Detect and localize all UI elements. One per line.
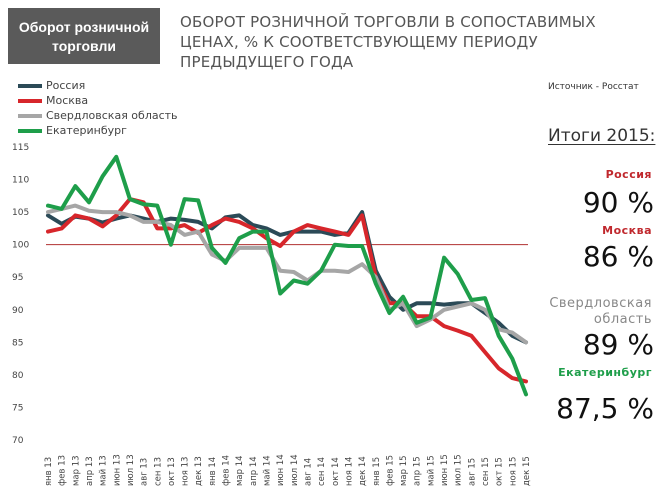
x-tick-label: сен 15 <box>481 457 491 486</box>
y-tick-label: 115 <box>12 143 29 153</box>
x-tick-label: авг 14 <box>303 458 313 486</box>
chart-title: ОБОРОТ РОЗНИЧНОЙ ТОРГОВЛИ В СОПОСТАВИМЫХ… <box>180 12 620 72</box>
legend-item-russia: Россия <box>18 78 178 93</box>
x-tick-label: янв 15 <box>372 457 382 486</box>
y-tick-label: 85 <box>12 338 23 348</box>
x-tick-label: мар 15 <box>399 455 409 486</box>
series-line-0 <box>46 210 528 345</box>
x-tick-label: май 15 <box>426 455 436 486</box>
legend-label: Свердловская область <box>46 109 178 122</box>
x-tick-label: мар 14 <box>235 455 245 486</box>
summary-label-russia: Россия <box>605 168 652 181</box>
y-tick-label: 100 <box>12 241 29 251</box>
title-line-2: ЦЕНАХ, % К СООТВЕТСТВУЮЩЕМУ ПЕРИОДУ <box>180 33 538 51</box>
x-tick-label: дек 14 <box>358 456 368 486</box>
x-tick-label: янв 13 <box>44 457 54 486</box>
y-tick-label: 70 <box>12 436 24 446</box>
legend-swatch <box>18 83 42 88</box>
x-tick-label: фев 15 <box>385 455 395 486</box>
x-tick-label: сен 13 <box>153 457 163 486</box>
x-tick-label: ноя 14 <box>344 457 354 486</box>
x-tick-label: ноя 13 <box>181 457 191 486</box>
source-note: Источник - Росстат <box>548 82 639 92</box>
y-tick-label: 80 <box>12 371 24 381</box>
x-tick-label: окт 13 <box>167 457 177 486</box>
legend-label: Екатеринбург <box>46 124 127 137</box>
y-tick-label: 105 <box>12 208 29 218</box>
x-tick-label: окт 14 <box>331 457 341 486</box>
badge-line-1: Оборот розничной <box>18 19 150 35</box>
x-tick-label: июл 14 <box>290 454 300 486</box>
title-line-1: ОБОРОТ РОЗНИЧНОЙ ТОРГОВЛИ В СОПОСТАВИМЫХ <box>180 13 596 31</box>
series-line-1 <box>46 197 528 384</box>
legend-item-yekaterinburg: Екатеринбург <box>18 123 178 138</box>
x-tick-label: авг 15 <box>467 458 477 486</box>
x-tick-label: июл 13 <box>126 454 136 486</box>
summary-value-yekaterinburg: 87,5 % <box>556 392 654 425</box>
y-tick-label: 95 <box>12 273 23 283</box>
legend-item-sverdlovsk: Свердловская область <box>18 108 178 123</box>
legend-label: Москва <box>46 94 89 107</box>
summary-title: Итоги 2015: <box>548 126 656 146</box>
summary-label-yekaterinburg: Екатеринбург <box>558 366 652 379</box>
x-tick-label: июн 15 <box>440 454 450 486</box>
legend: Россия Москва Свердловская область Екате… <box>18 78 178 138</box>
x-tick-label: сен 14 <box>317 457 327 486</box>
summary-label-moscow: Москва <box>602 224 652 237</box>
summary-value-russia: 90 % <box>582 186 654 219</box>
x-tick-label: апр 14 <box>249 456 259 486</box>
x-tick-label: фев 14 <box>222 455 232 486</box>
y-tick-label: 75 <box>12 403 23 413</box>
chart-badge: Оборот розничной торговли <box>8 8 160 64</box>
summary-label-sverdlovsk: Свердловская <box>549 296 652 311</box>
x-tick-label: май 14 <box>263 455 273 486</box>
x-tick-label: фев 13 <box>58 455 68 486</box>
x-tick-label: окт 15 <box>495 457 505 486</box>
summary-value-moscow: 86 % <box>582 240 654 273</box>
x-tick-label: июн 14 <box>276 454 286 486</box>
legend-swatch <box>18 128 42 133</box>
series-line-3 <box>46 154 528 397</box>
x-tick-label: мар 13 <box>71 455 81 486</box>
x-tick-label: апр 13 <box>85 456 95 486</box>
y-tick-label: 110 <box>12 176 29 186</box>
legend-label: Россия <box>46 79 86 92</box>
x-tick-label: апр 15 <box>413 456 423 486</box>
title-line-3: ПРЕДЫДУЩЕГО ГОДА <box>180 53 354 71</box>
x-tick-label: июн 13 <box>112 454 122 486</box>
x-tick-label: май 13 <box>99 455 109 486</box>
legend-item-moscow: Москва <box>18 93 178 108</box>
x-tick-label: дек 15 <box>522 456 532 486</box>
summary-label-sverdlovsk-2: область <box>593 312 652 327</box>
badge-line-2: торговли <box>52 38 116 54</box>
x-tick-label: янв 14 <box>208 457 218 486</box>
summary-value-sverdlovsk: 89 % <box>582 328 654 361</box>
y-tick-label: 90 <box>12 306 24 316</box>
series-line-2 <box>46 203 528 345</box>
legend-swatch <box>18 98 42 103</box>
legend-swatch <box>18 113 42 118</box>
x-tick-label: ноя 15 <box>508 457 518 486</box>
x-tick-label: дек 13 <box>194 456 204 486</box>
x-tick-label: июл 15 <box>454 454 464 486</box>
x-tick-label: авг 13 <box>140 458 150 486</box>
